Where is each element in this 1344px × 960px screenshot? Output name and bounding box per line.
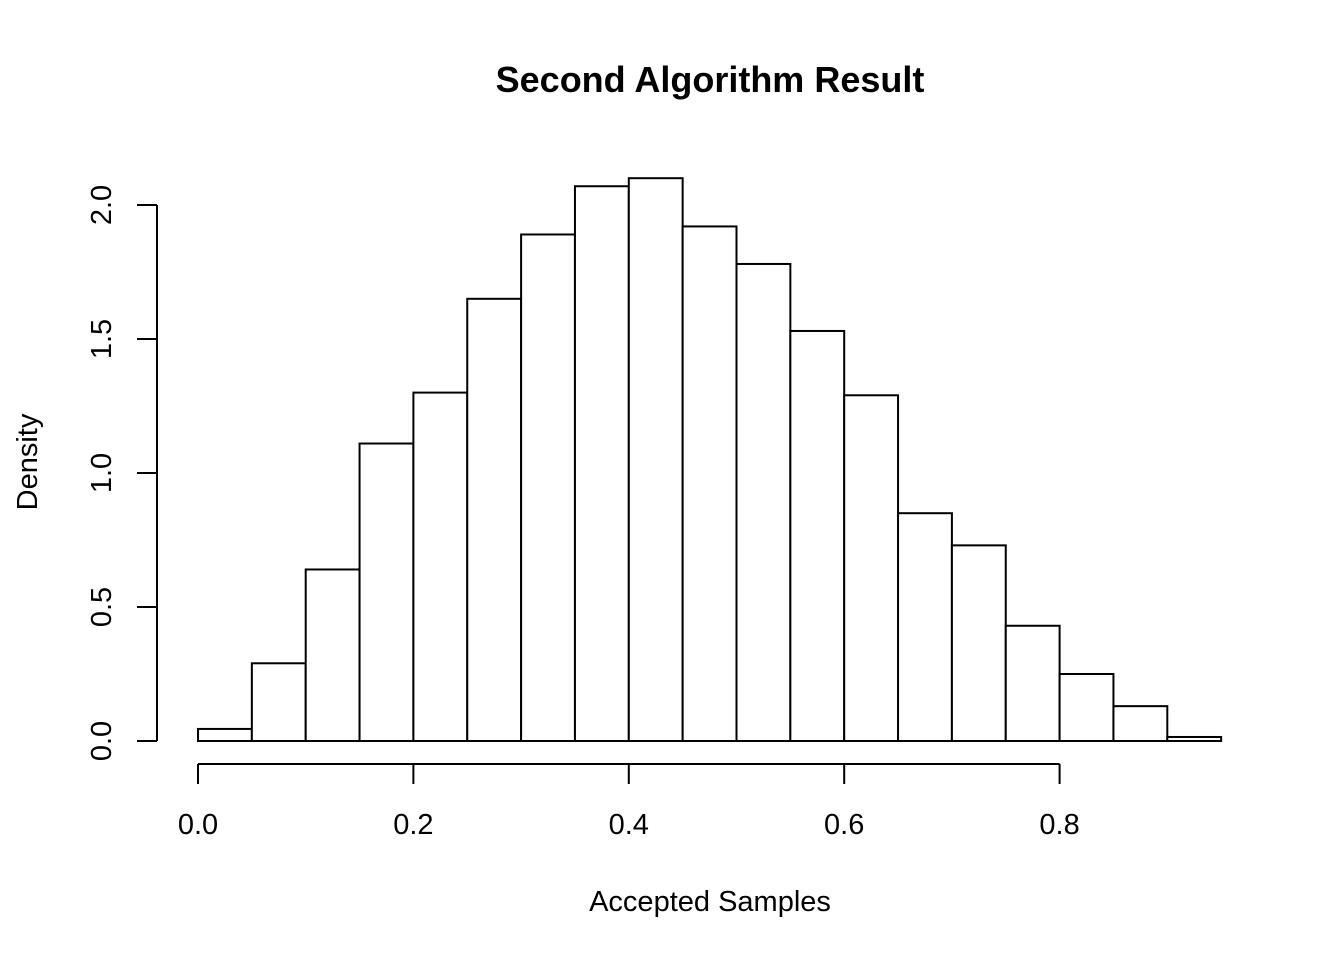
y-tick-label: 1.5: [86, 319, 118, 359]
histogram-bar: [1112, 705, 1169, 742]
histogram-bar: [1004, 624, 1061, 743]
x-axis: 0.0 0.2 0.4 0.6 0.8: [178, 763, 1080, 841]
x-tick-label: 0.0: [178, 809, 218, 841]
y-tick-label: 1.0: [86, 453, 118, 493]
x-tick-label: 0.6: [824, 809, 864, 841]
x-axis-label: Accepted Samples: [589, 886, 831, 918]
histogram-bar: [304, 568, 361, 742]
x-tick-label: 0.8: [1039, 809, 1079, 841]
y-tick-label: 0.0: [86, 721, 118, 761]
histogram-bar: [1166, 735, 1223, 742]
x-tick-label: 0.2: [393, 809, 433, 841]
histogram-bar: [466, 297, 523, 742]
histogram-bar: [1058, 673, 1115, 742]
histogram-bar: [735, 262, 792, 742]
histogram-bar: [627, 177, 684, 742]
y-tick-label: 0.5: [86, 587, 118, 627]
chart-title: Second Algorithm Result: [496, 59, 925, 100]
histogram-bar: [573, 185, 630, 743]
histogram-bar: [950, 544, 1007, 742]
histogram-bar: [789, 329, 846, 742]
histogram-bar: [250, 662, 307, 743]
y-tick-label: 2.0: [86, 185, 118, 225]
histogram-bar: [897, 512, 953, 743]
histogram-bar: [843, 394, 900, 742]
x-tick-label: 0.4: [609, 809, 649, 841]
y-axis: 0.0 0.5 1.0 1.5 2.0: [86, 185, 158, 761]
histogram-bar: [412, 391, 469, 742]
histogram-bar: [358, 442, 415, 742]
histogram-bar: [520, 233, 576, 742]
y-axis-label: Density: [12, 413, 44, 510]
histogram-bar: [681, 225, 738, 742]
histogram-bars: [197, 177, 1223, 743]
histogram-bar: [197, 727, 253, 743]
